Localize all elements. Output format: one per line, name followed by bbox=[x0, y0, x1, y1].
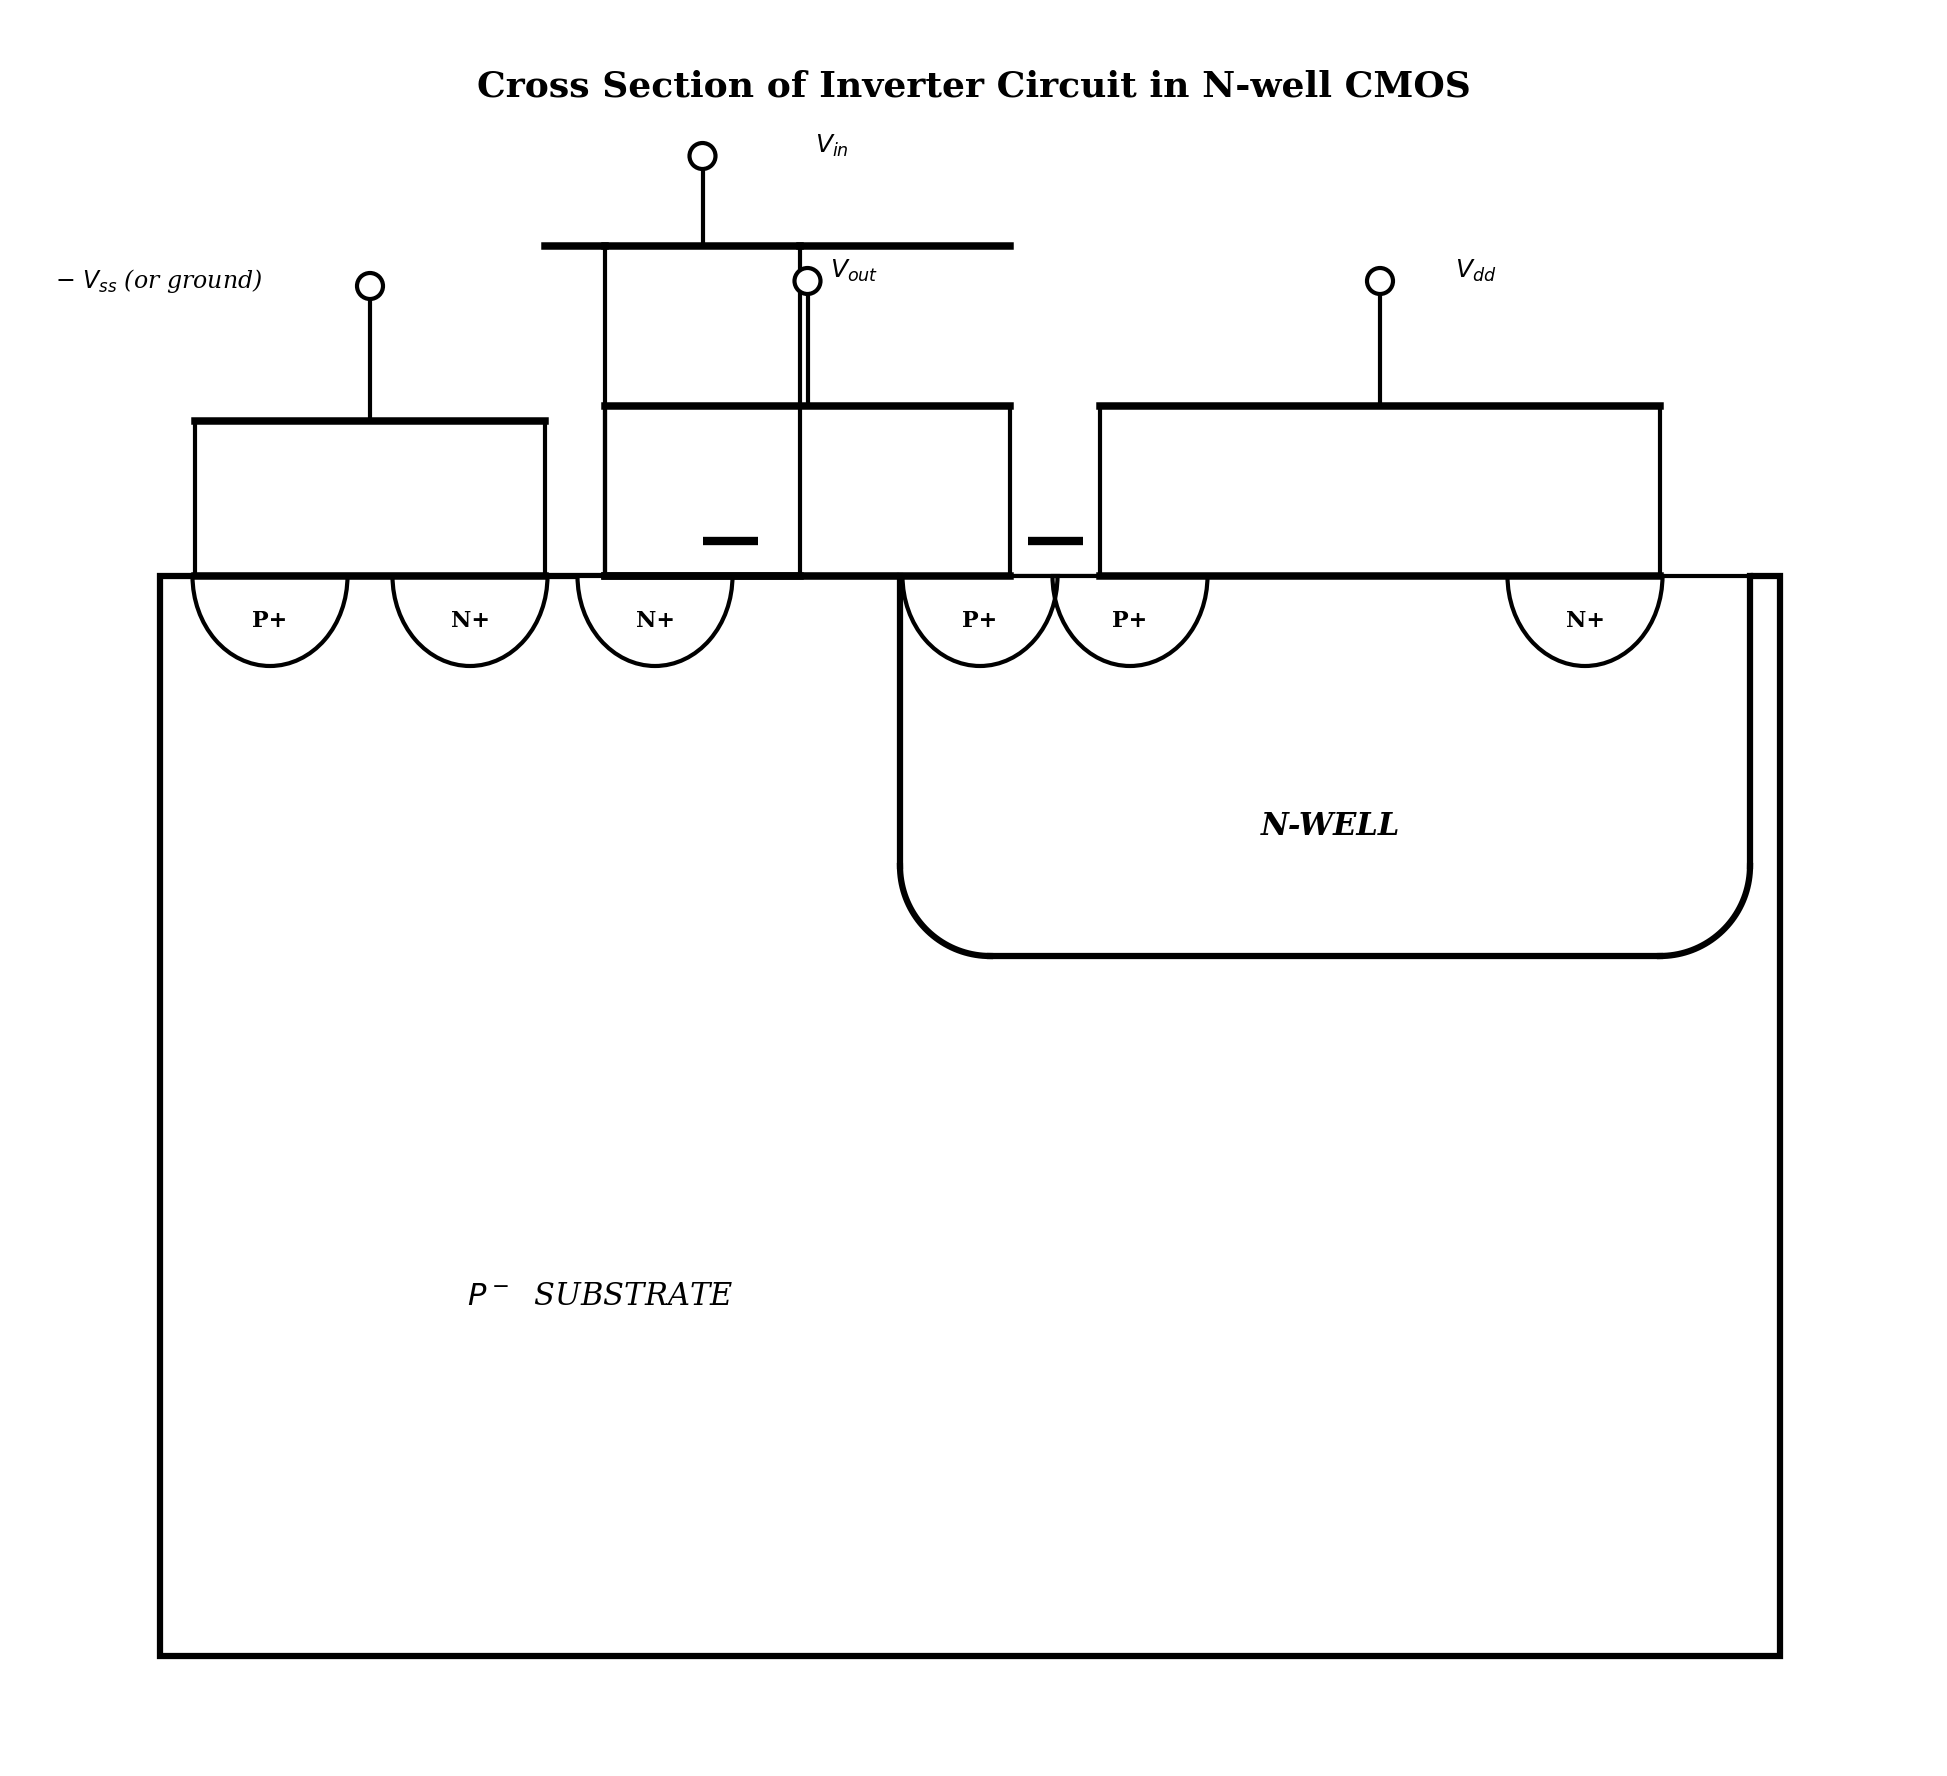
Polygon shape bbox=[903, 575, 1057, 666]
Text: N+: N+ bbox=[450, 609, 489, 632]
Polygon shape bbox=[1507, 575, 1663, 666]
Text: N-WELL: N-WELL bbox=[1260, 810, 1400, 842]
Text: $V_{out}$: $V_{out}$ bbox=[829, 258, 878, 284]
Circle shape bbox=[689, 144, 715, 169]
Text: $-$ $V_{ss}$ (or ground): $-$ $V_{ss}$ (or ground) bbox=[55, 266, 263, 295]
Text: $P^-$  SUBSTRATE: $P^-$ SUBSTRATE bbox=[467, 1280, 734, 1311]
Circle shape bbox=[794, 268, 820, 295]
Text: Cross Section of Inverter Circuit in N-well CMOS: Cross Section of Inverter Circuit in N-w… bbox=[477, 69, 1470, 103]
Bar bbox=[160, 575, 1780, 1655]
Circle shape bbox=[1367, 268, 1392, 295]
Polygon shape bbox=[1053, 575, 1207, 666]
Text: P+: P+ bbox=[253, 609, 288, 632]
Polygon shape bbox=[193, 575, 347, 666]
Circle shape bbox=[356, 274, 384, 298]
Text: N+: N+ bbox=[635, 609, 674, 632]
Polygon shape bbox=[578, 575, 732, 666]
Text: N+: N+ bbox=[1565, 609, 1604, 632]
Text: P+: P+ bbox=[1112, 609, 1147, 632]
Text: $V_{in}$: $V_{in}$ bbox=[816, 133, 849, 160]
Text: $V_{dd}$: $V_{dd}$ bbox=[1454, 258, 1497, 284]
Polygon shape bbox=[393, 575, 547, 666]
Polygon shape bbox=[900, 526, 1750, 955]
Text: P+: P+ bbox=[962, 609, 997, 632]
